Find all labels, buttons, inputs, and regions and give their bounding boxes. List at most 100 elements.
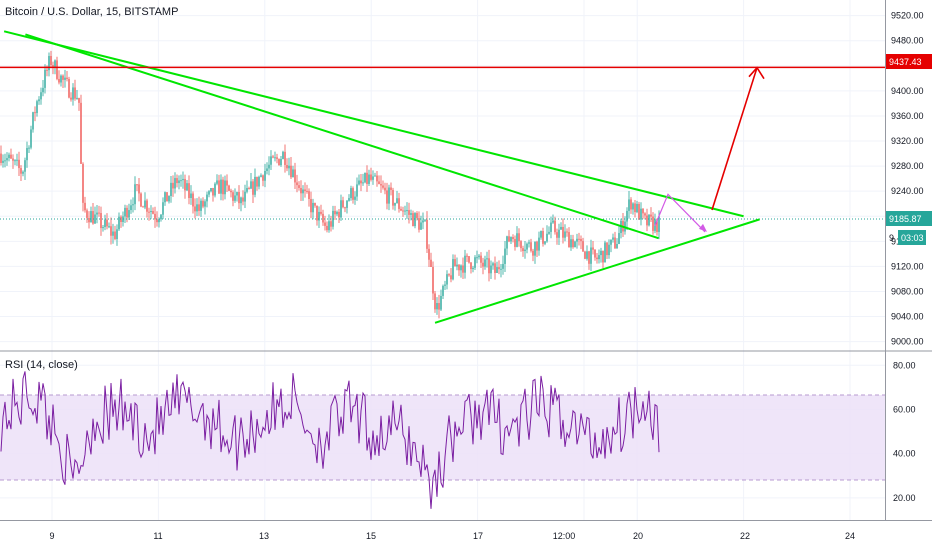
candle-body <box>536 241 538 251</box>
candle-body <box>352 188 354 200</box>
candle-body <box>640 208 642 220</box>
candle-body <box>94 214 96 224</box>
time-tick-label: 24 <box>845 531 855 541</box>
candle-body <box>302 189 304 194</box>
candle-body <box>66 77 68 80</box>
candle-body <box>224 180 226 195</box>
candle-body <box>376 175 378 182</box>
rsi-title[interactable]: RSI (14, close) <box>5 359 78 371</box>
candle-body <box>492 263 494 266</box>
time-axis[interactable]: 9 11 13 15 17 12:00 20 22 24 <box>49 531 855 541</box>
candle-body <box>554 220 556 233</box>
candle-body <box>98 212 100 214</box>
candle-body <box>294 169 296 183</box>
candle-body <box>214 183 216 196</box>
candle-body <box>538 237 540 251</box>
candle-body <box>238 192 240 204</box>
rsi-tick-label: 60.00 <box>893 404 916 414</box>
candle-body <box>202 200 204 207</box>
candle-body <box>556 232 558 238</box>
candle-body <box>258 176 260 187</box>
rsi-axis[interactable]: 80.00 60.00 40.00 20.00 <box>893 360 916 503</box>
candle-body <box>58 78 60 83</box>
candle-body <box>134 184 136 205</box>
candle-body <box>230 190 232 193</box>
candle-body <box>246 188 248 192</box>
candle-body <box>618 233 620 244</box>
resistance-price-label: 9437.43 <box>889 57 922 67</box>
candle-body <box>596 257 598 260</box>
candle-body <box>162 202 164 215</box>
candle-body <box>298 185 300 188</box>
projection-zigzag[interactable] <box>654 193 706 233</box>
candle-body <box>12 158 14 161</box>
candle-body <box>394 203 396 206</box>
candle-body <box>472 267 474 270</box>
candle-body <box>604 242 606 263</box>
candle-body <box>110 226 112 236</box>
candle-body <box>360 180 362 184</box>
candle-body <box>50 56 52 66</box>
candle-body <box>386 190 388 204</box>
candle-body <box>310 199 312 213</box>
candle-body <box>186 183 188 191</box>
candle-body <box>6 158 8 161</box>
candle-body <box>198 204 200 211</box>
candle-body <box>616 243 618 249</box>
candle-body <box>548 231 550 234</box>
candle-body <box>636 203 638 213</box>
candle-body <box>350 188 352 199</box>
candle-body <box>454 259 456 267</box>
candle-body <box>480 255 482 263</box>
candle-body <box>84 202 86 211</box>
candle-body <box>366 172 368 184</box>
candle-body <box>106 219 108 227</box>
candle-body <box>436 303 438 310</box>
candle-body <box>502 263 504 269</box>
candle-body <box>128 210 130 218</box>
candle-body <box>442 285 444 296</box>
candle-body <box>242 197 244 202</box>
projection-arrow[interactable] <box>711 67 758 211</box>
candle-body <box>524 249 526 252</box>
candle-body <box>392 189 394 206</box>
candle-body <box>176 178 178 184</box>
candlestick-series <box>0 50 660 319</box>
candle-body <box>508 236 510 242</box>
candle-body <box>330 221 332 227</box>
candle-body <box>542 231 544 244</box>
candle-body <box>82 163 84 203</box>
time-tick-label: 11 <box>153 531 162 541</box>
support-trendline[interactable] <box>434 218 760 324</box>
drawing-tools[interactable] <box>0 30 932 324</box>
rsi-band <box>0 395 885 480</box>
upper-trendline[interactable] <box>3 30 744 218</box>
candle-body <box>304 189 306 191</box>
candle-body <box>440 295 442 310</box>
candle-body <box>316 205 318 221</box>
candle-body <box>574 241 576 248</box>
time-tick-label: 15 <box>366 531 376 541</box>
candle-body <box>286 164 288 169</box>
candle-body <box>80 102 82 164</box>
middle-trendline[interactable] <box>25 33 659 240</box>
countdown-tag: 03:03 <box>898 230 926 245</box>
candle-body <box>48 56 50 71</box>
chart-title[interactable]: Bitcoin / U.S. Dollar, 15, BITSTAMP <box>5 6 179 18</box>
candle-body <box>46 69 48 71</box>
candle-body <box>478 255 480 258</box>
candle-body <box>100 213 102 229</box>
candle-body <box>464 255 466 273</box>
candle-body <box>306 190 308 192</box>
candle-body <box>20 168 22 174</box>
candle-body <box>44 69 46 88</box>
current-price-tag: 9185.87 <box>886 211 932 226</box>
candle-body <box>444 284 446 286</box>
candle-body <box>92 211 94 224</box>
candle-body <box>646 215 648 226</box>
candle-body <box>600 250 602 256</box>
candle-body <box>178 180 180 184</box>
candle-body <box>334 210 336 215</box>
candle-body <box>348 198 350 201</box>
